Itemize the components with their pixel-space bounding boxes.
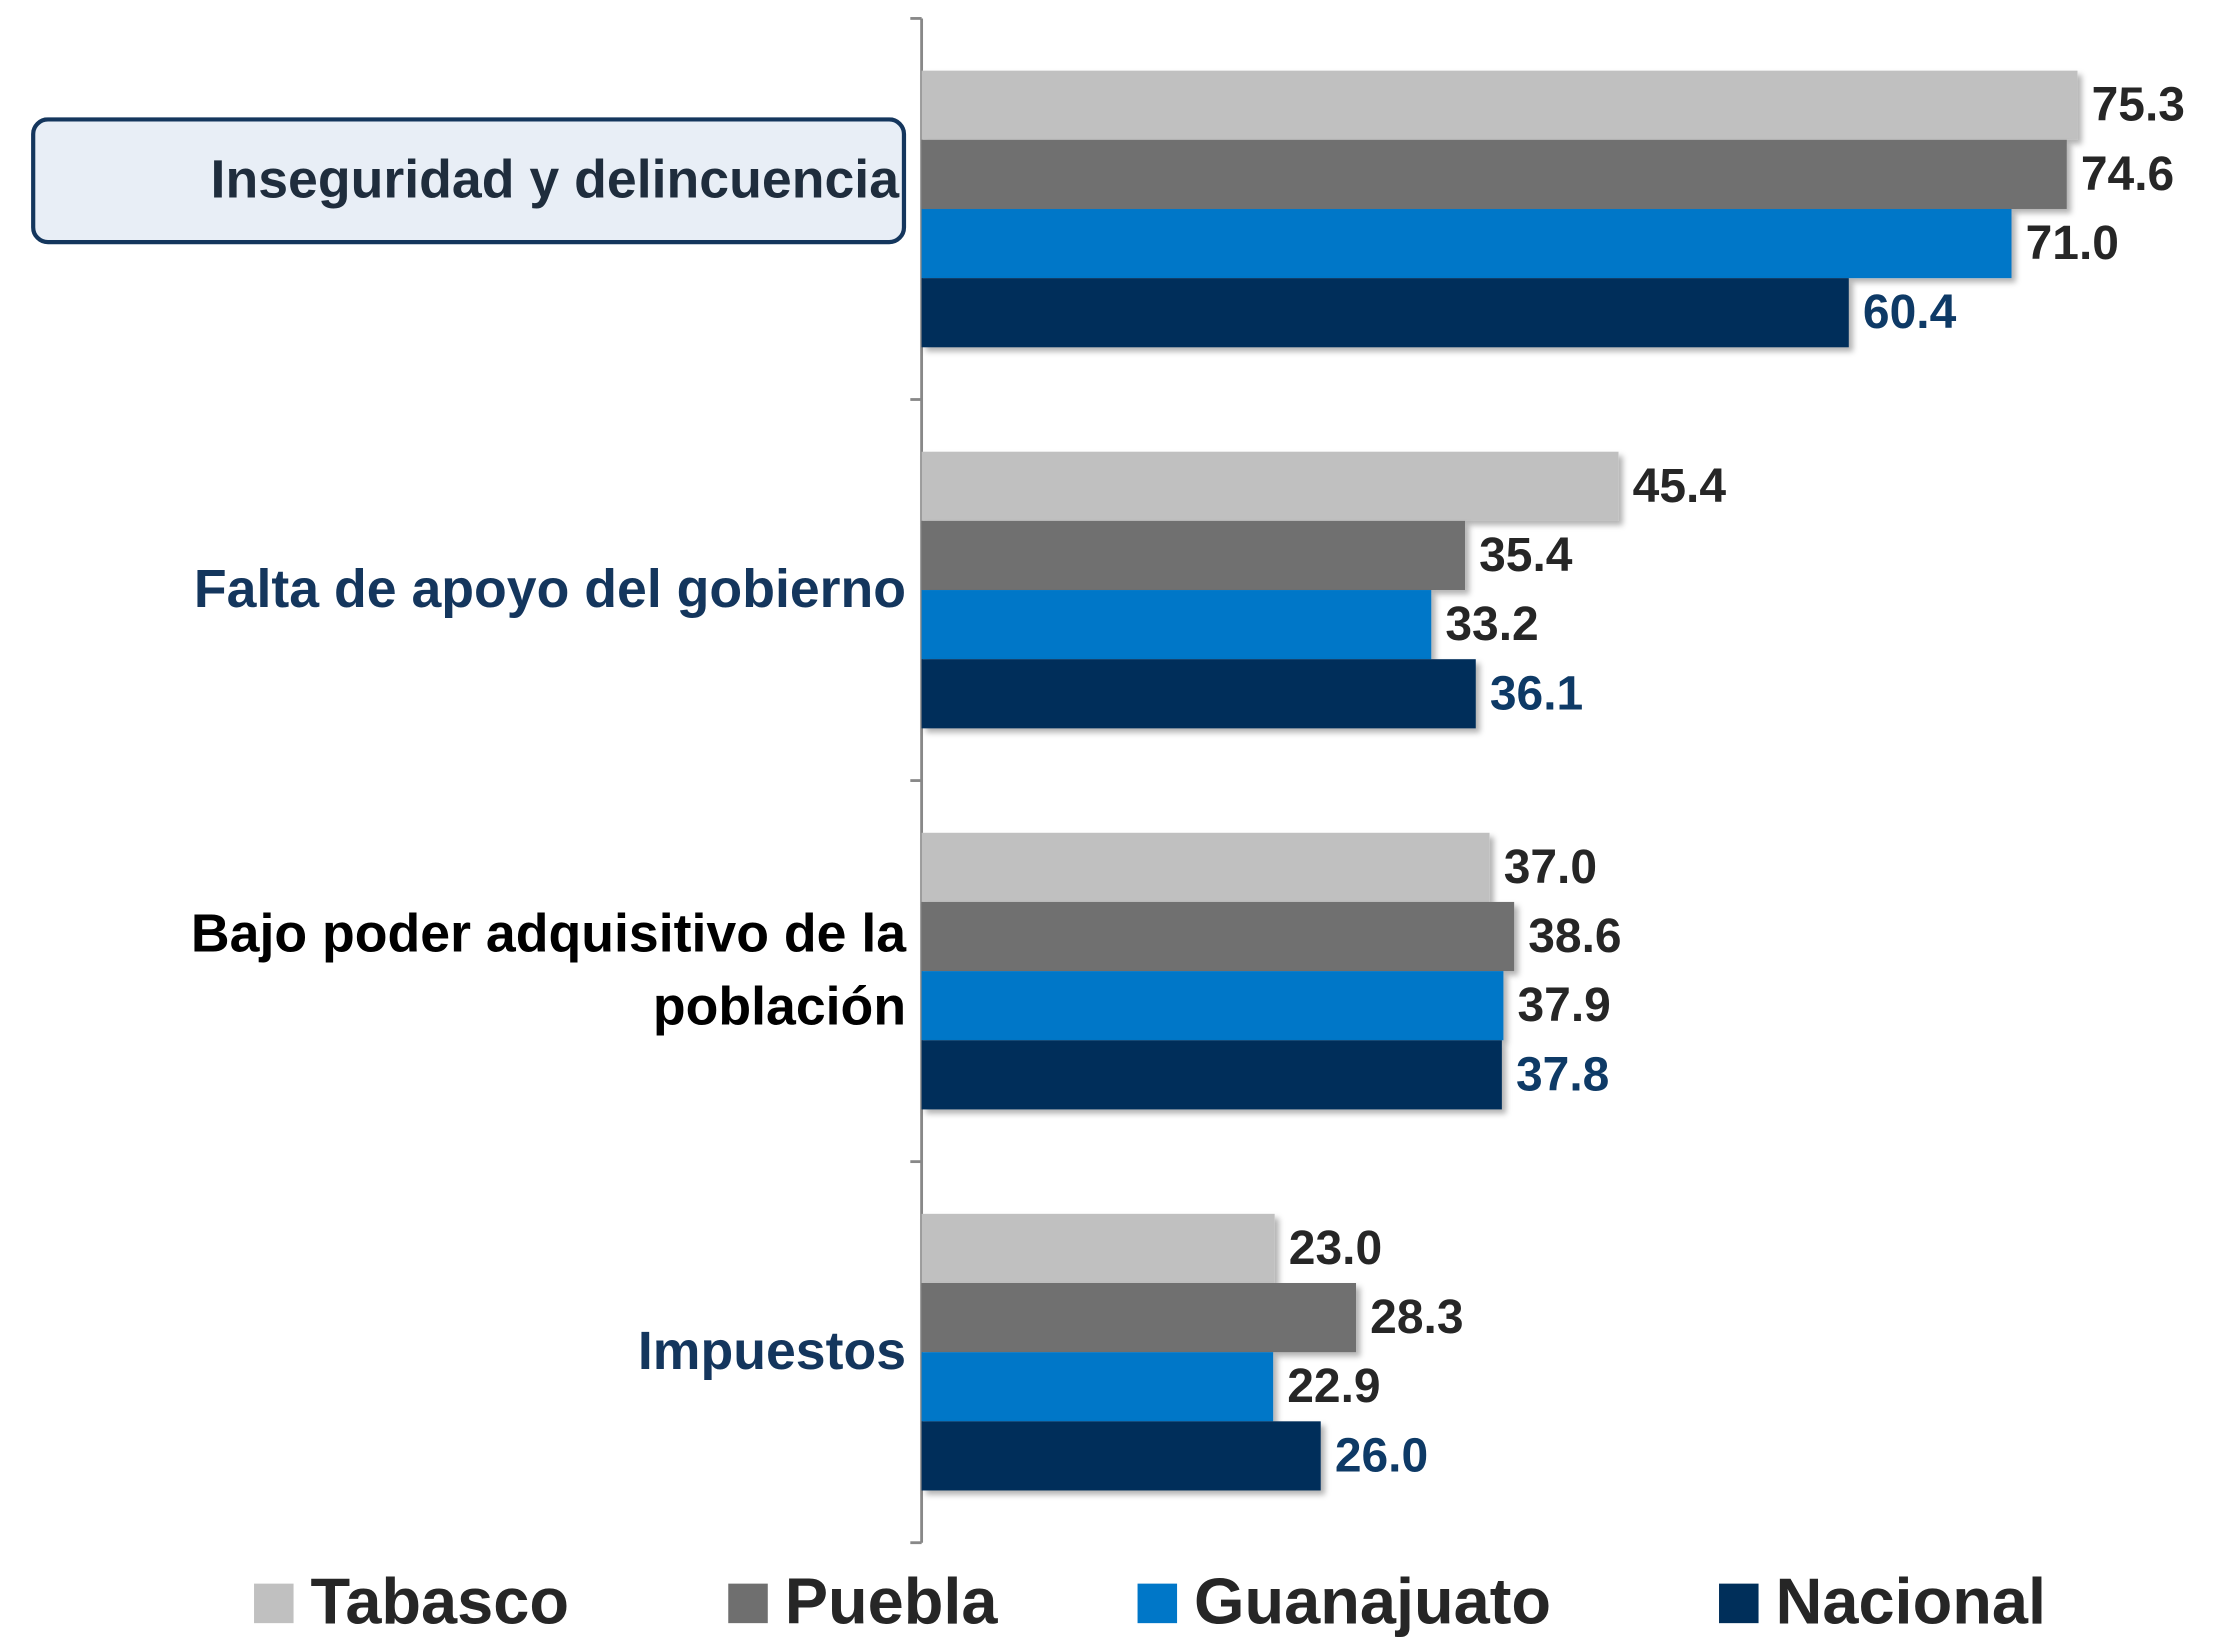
value-label: 74.6 xyxy=(2081,148,2174,201)
value-label: 22.9 xyxy=(1287,1360,1380,1413)
value-label: 26.0 xyxy=(1335,1429,1428,1482)
legend-label: Tabasco xyxy=(310,1564,569,1637)
bar xyxy=(921,139,2067,209)
category-label: Inseguridad y delincuencia xyxy=(31,117,907,245)
value-label: 33.2 xyxy=(1445,598,1538,651)
legend-swatch xyxy=(1137,1583,1178,1624)
value-label: 37.9 xyxy=(1518,979,1611,1032)
category-label: Bajo poder adquisitivo de la población xyxy=(31,879,906,1062)
bar xyxy=(921,971,1504,1041)
value-label: 75.3 xyxy=(2092,79,2185,132)
bar xyxy=(921,208,2012,279)
legend-swatch xyxy=(1719,1583,1759,1624)
bar xyxy=(921,70,2078,140)
bar xyxy=(921,832,1490,902)
value-label: 38.6 xyxy=(1528,910,1621,963)
bar xyxy=(921,659,1476,729)
category-text: Bajo poder adquisitivo de la población xyxy=(190,904,907,1038)
bar xyxy=(921,1421,1321,1491)
legend-label: Puebla xyxy=(785,1564,999,1637)
value-label: 37.8 xyxy=(1516,1048,1609,1101)
legend-swatch xyxy=(728,1583,768,1624)
bar xyxy=(921,520,1466,591)
value-label: 60.4 xyxy=(1863,286,1957,339)
bar xyxy=(921,451,1619,521)
legend-label: Nacional xyxy=(1775,1564,2046,1637)
bar xyxy=(921,1040,1502,1110)
category-box: Impuestos xyxy=(31,1260,906,1443)
value-label: 23.0 xyxy=(1289,1222,1382,1275)
category-label: Falta de apoyo del gobierno xyxy=(31,498,906,681)
bar xyxy=(921,278,1849,348)
bar xyxy=(921,590,1432,660)
bar xyxy=(921,1283,1357,1353)
category-box: Bajo poder adquisitivo de la población xyxy=(31,879,906,1062)
value-label: 28.3 xyxy=(1370,1291,1463,1344)
highlight-box: Inseguridad y delincuencia xyxy=(31,117,907,245)
value-label: 71.0 xyxy=(2026,217,2119,270)
value-label: 45.4 xyxy=(1633,460,1727,513)
value-label: 35.4 xyxy=(1479,529,1573,582)
bar xyxy=(921,901,1515,972)
category-box: Falta de apoyo del gobierno xyxy=(31,498,906,681)
category-label: Impuestos xyxy=(31,1260,906,1443)
value-label: 37.0 xyxy=(1504,841,1597,894)
legend-swatch xyxy=(254,1583,294,1624)
value-label: 36.1 xyxy=(1490,667,1583,720)
category-text: Impuestos xyxy=(637,1322,907,1382)
legend-label: Guanajuato xyxy=(1194,1564,1551,1637)
bar xyxy=(921,1213,1275,1284)
category-text: Inseguridad y delincuencia xyxy=(210,151,900,211)
category-text: Falta de apoyo del gobierno xyxy=(193,560,907,620)
bar xyxy=(921,1352,1274,1422)
